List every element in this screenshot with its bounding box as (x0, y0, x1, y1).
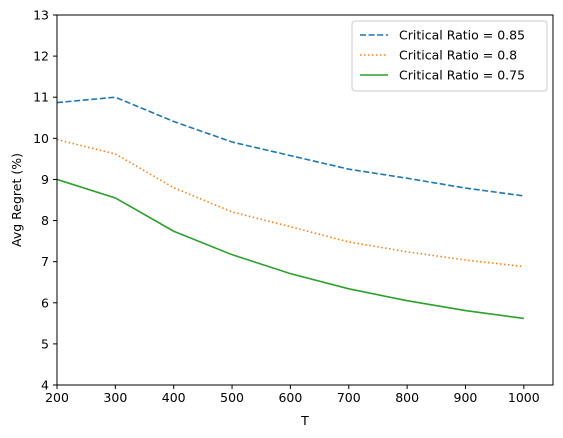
plot-frame (56, 14, 554, 386)
y-tick-label: 10 (33, 131, 49, 146)
series-line-2 (56, 138, 524, 268)
series-line-3 (56, 178, 524, 320)
legend-label: Critical Ratio = 0.85 (399, 28, 525, 43)
legend: Critical Ratio = 0.85 Critical Ratio = 0.… (351, 20, 548, 92)
plot-lines (56, 96, 524, 320)
y-tick-label: 11 (33, 90, 49, 105)
y-tick-label: 6 (41, 295, 49, 310)
x-axis-ticks: 200 300 400 500 600 700 800 900 1000 (45, 385, 540, 405)
y-axis-ticks: 4 5 6 7 8 9 10 11 12 13 (33, 8, 57, 393)
x-tick-label: 600 (278, 390, 302, 405)
y-tick-label: 7 (41, 254, 49, 269)
x-tick-label: 1000 (508, 390, 540, 405)
legend-box (351, 20, 548, 92)
y-tick-label: 13 (33, 8, 49, 23)
x-tick-label: 700 (337, 390, 361, 405)
y-tick-label: 12 (33, 49, 49, 64)
x-tick-label: 300 (103, 390, 127, 405)
y-tick-label: 8 (41, 213, 49, 228)
x-tick-label: 200 (45, 390, 69, 405)
legend-label: Critical Ratio = 0.75 (399, 68, 525, 83)
x-tick-label: 800 (395, 390, 419, 405)
x-tick-label: 900 (454, 390, 478, 405)
x-tick-label: 500 (220, 390, 244, 405)
y-tick-label: 5 (41, 336, 49, 351)
y-tick-label: 9 (41, 172, 49, 187)
legend-label: Critical Ratio = 0.8 (399, 48, 517, 63)
x-axis-title: T (300, 413, 309, 428)
x-tick-label: 400 (162, 390, 186, 405)
y-tick-label: 4 (41, 378, 49, 393)
series-line-1 (56, 96, 524, 197)
y-axis-title: Avg Regret (%) (9, 153, 24, 247)
